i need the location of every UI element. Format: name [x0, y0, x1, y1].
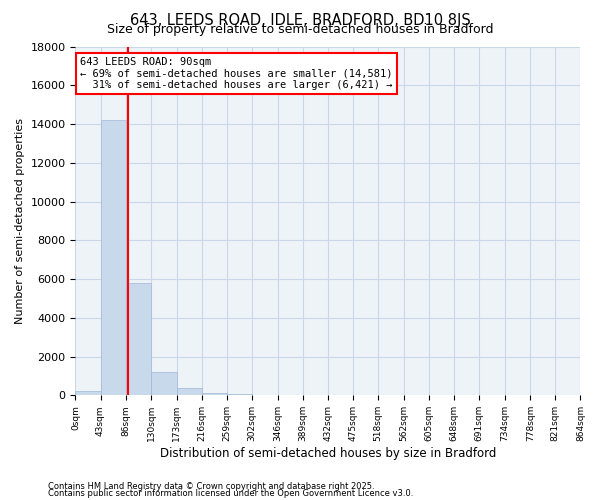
- Bar: [176, 388, 202, 396]
- Bar: [101, 120, 125, 396]
- X-axis label: Distribution of semi-detached houses by size in Bradford: Distribution of semi-detached houses by …: [160, 447, 496, 460]
- Text: Contains HM Land Registry data © Crown copyright and database right 2025.: Contains HM Land Registry data © Crown c…: [48, 482, 374, 491]
- Bar: [227, 394, 252, 396]
- Bar: [252, 395, 277, 396]
- Y-axis label: Number of semi-detached properties: Number of semi-detached properties: [15, 118, 25, 324]
- Text: Size of property relative to semi-detached houses in Bradford: Size of property relative to semi-detach…: [107, 22, 493, 36]
- Bar: [151, 372, 176, 396]
- Text: 643, LEEDS ROAD, IDLE, BRADFORD, BD10 8JS: 643, LEEDS ROAD, IDLE, BRADFORD, BD10 8J…: [130, 12, 470, 28]
- Text: Contains public sector information licensed under the Open Government Licence v3: Contains public sector information licen…: [48, 489, 413, 498]
- Bar: [125, 283, 151, 396]
- Text: 643 LEEDS ROAD: 90sqm
← 69% of semi-detached houses are smaller (14,581)
  31% o: 643 LEEDS ROAD: 90sqm ← 69% of semi-deta…: [80, 57, 393, 90]
- Bar: [202, 393, 227, 396]
- Bar: [76, 392, 101, 396]
